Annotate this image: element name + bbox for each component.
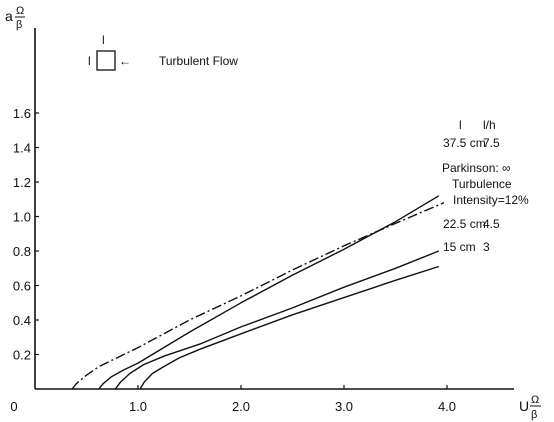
flow-legend-text: Turbulent Flow bbox=[159, 54, 238, 68]
flow-legend-square bbox=[96, 50, 116, 71]
y-tick-label: 0.2 bbox=[13, 348, 31, 363]
series-lh-37-5cm: 7.5 bbox=[483, 136, 500, 150]
y-tick-label: 1.6 bbox=[13, 106, 31, 121]
axis-ticks: 0.2 0.4 0.6 0.8 1.0 1.2 1.4 1.6 0 1.0 2.0 3.0 4.0 bbox=[10, 106, 456, 414]
x-axis-label: U Ω β bbox=[519, 394, 541, 421]
series-note-parkinson-2: Intensity=12% bbox=[453, 193, 529, 207]
y-axis-label-num: Ω bbox=[16, 5, 24, 17]
y-axis-label-main: a bbox=[5, 8, 13, 24]
y-tick-label: 0.4 bbox=[13, 313, 31, 328]
series-label-37-5cm: 37.5 cm bbox=[443, 136, 486, 150]
series-line-1 bbox=[71, 202, 445, 390]
series-line-0 bbox=[98, 195, 440, 390]
x-axis-label-den: β bbox=[531, 409, 537, 421]
y-axis-label-den: β bbox=[16, 19, 22, 31]
flow-legend: l l ← Turbulent Flow bbox=[88, 33, 238, 71]
y-tick-label: 0.6 bbox=[13, 279, 31, 294]
x-axis-label-main: U bbox=[519, 398, 529, 414]
y-axis-label: a Ω β bbox=[5, 5, 25, 31]
column-header-lh: l/h bbox=[483, 118, 496, 132]
flow-legend-top-label: l bbox=[102, 33, 105, 47]
x-tick-label: 4.0 bbox=[438, 399, 456, 414]
series-note-parkinson-1: Turbulence bbox=[452, 177, 512, 191]
column-header-l: l bbox=[459, 118, 462, 132]
y-tick-label: 1.0 bbox=[13, 210, 31, 225]
series-label-22-5cm: 22.5 cm bbox=[443, 217, 486, 231]
series-lh-15cm: 3 bbox=[483, 240, 490, 254]
series-line-3 bbox=[139, 265, 440, 390]
series-lh-22-5cm: 4.5 bbox=[483, 217, 500, 231]
y-tick-label: 0.8 bbox=[13, 244, 31, 259]
x-axis-label-num: Ω bbox=[531, 394, 539, 406]
flow-legend-arrow: ← bbox=[119, 54, 131, 68]
series-lines bbox=[71, 195, 445, 390]
x-tick-label: 2.0 bbox=[232, 399, 250, 414]
series-label-15cm: 15 cm bbox=[443, 240, 476, 254]
series-line-2 bbox=[114, 250, 440, 390]
series-label-parkinson: Parkinson: ∞ bbox=[442, 161, 511, 175]
x-tick-label: 1.0 bbox=[129, 399, 147, 414]
y-tick-label: 1.2 bbox=[13, 175, 31, 190]
y-tick-label: 1.4 bbox=[13, 141, 31, 156]
x-tick-label: 0 bbox=[10, 399, 17, 414]
x-tick-label: 3.0 bbox=[335, 399, 353, 414]
flow-legend-left-label: l bbox=[88, 54, 91, 68]
